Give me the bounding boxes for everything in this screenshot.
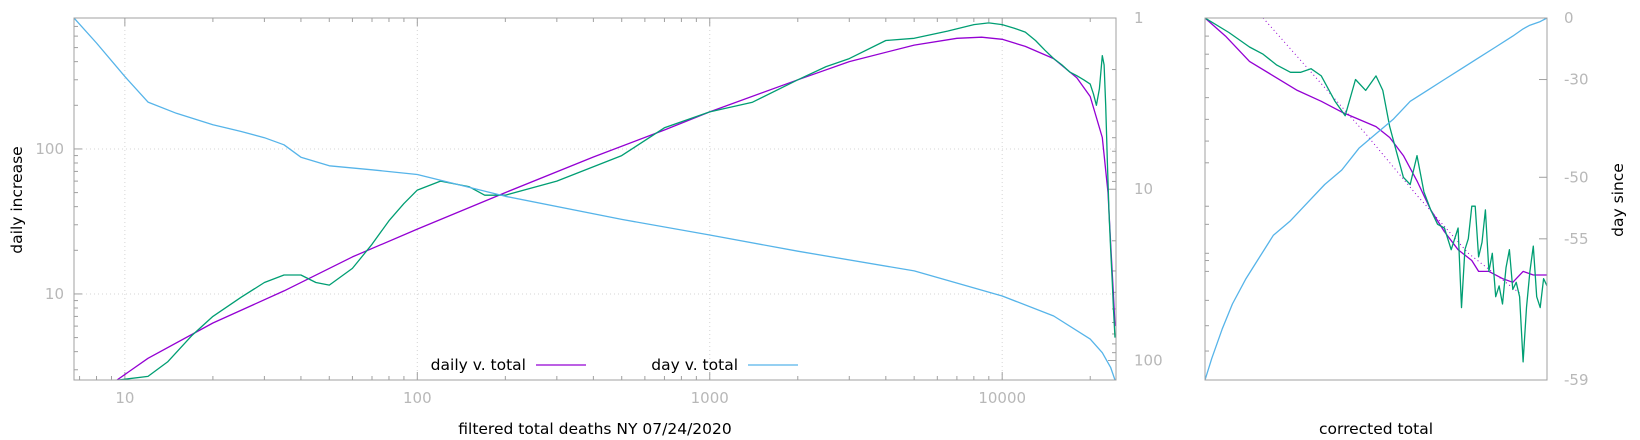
- legend-label: day v. total: [651, 356, 738, 374]
- side-y-tick-label: -30: [1564, 71, 1589, 89]
- main-plot: 10 100 1000 10000 10 100 1 10 100 filtered tot…: [8, 9, 1163, 438]
- side-y-axis-ticks: 0 -30 -50 -55 -59: [1564, 9, 1589, 389]
- main-plot-minor-ticks: [74, 17, 1116, 380]
- x-tick-label: 100: [403, 389, 432, 407]
- daily-raw-line: [118, 22, 1116, 380]
- y2-axis-ticks: 1 10 100: [1134, 9, 1163, 369]
- side-x-axis-label: corrected total: [1319, 420, 1433, 438]
- side-plot-series: [1205, 18, 1547, 380]
- y-tick-label: 100: [35, 140, 64, 158]
- x-axis-ticks: 10 100 1000 10000: [115, 389, 1026, 407]
- y-tick-label: 10: [45, 285, 64, 303]
- main-plot-series: [74, 18, 1116, 380]
- y2-tick-label: 1: [1134, 9, 1144, 27]
- side-plot-frame: [1204, 17, 1548, 381]
- daily-v-total-line: [116, 36, 1116, 380]
- legend: daily v. total day v. total: [431, 356, 798, 374]
- side-y-tick-label: -59: [1564, 371, 1589, 389]
- corrected-fit-line: [1205, 18, 1547, 283]
- x-axis-label: filtered total deaths NY 07/24/2020: [458, 420, 732, 438]
- corrected-trend-dotted-line: [1262, 18, 1520, 294]
- side-y-axis-label: day since: [1609, 163, 1627, 237]
- side-y-tick-label: -50: [1564, 168, 1589, 186]
- y-axis-label: daily increase: [8, 146, 26, 253]
- main-plot-grid: [74, 18, 1116, 380]
- corrected-day-line: [1205, 18, 1547, 380]
- y-axis-ticks: 10 100: [35, 140, 64, 303]
- x-tick-label: 10000: [978, 389, 1026, 407]
- y2-tick-label: 100: [1134, 351, 1163, 369]
- side-plot: 0 -30 -50 -55 -59 corrected total day since: [1204, 9, 1627, 438]
- main-plot-frame: [73, 17, 1117, 381]
- side-y-tick-label: -55: [1564, 230, 1589, 248]
- x-tick-label: 10: [115, 389, 134, 407]
- side-plot-minor-ticks: [1205, 17, 1547, 381]
- x-tick-label: 1000: [691, 389, 729, 407]
- day-v-total-line: [74, 18, 1116, 380]
- legend-label: daily v. total: [431, 356, 526, 374]
- corrected-raw-line: [1205, 18, 1547, 363]
- side-y-tick-label: 0: [1564, 9, 1574, 27]
- y2-tick-label: 10: [1134, 180, 1153, 198]
